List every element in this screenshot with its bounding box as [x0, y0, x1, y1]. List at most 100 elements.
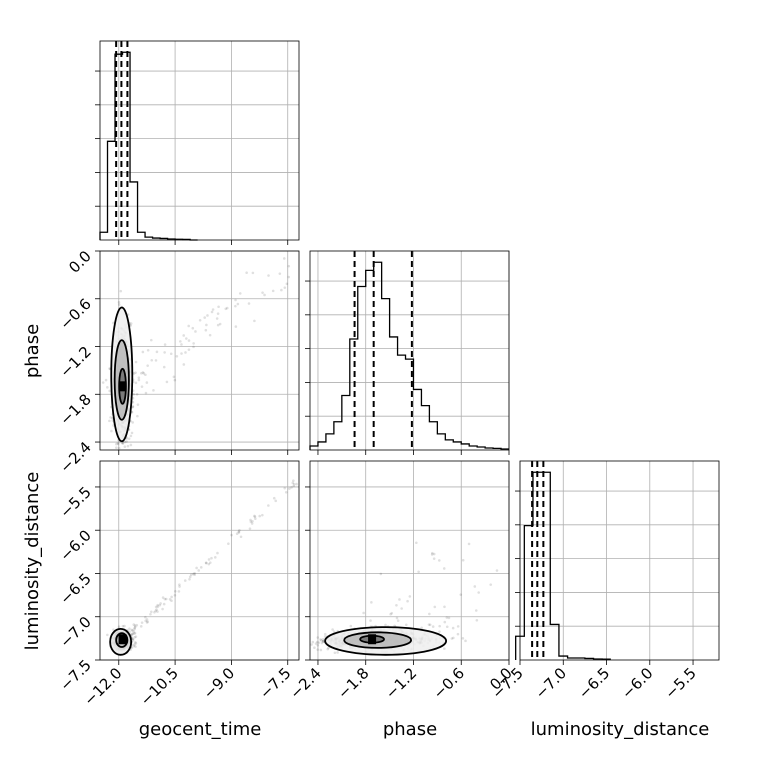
sample-point [145, 381, 149, 384]
sample-point [236, 302, 240, 306]
sample-point [210, 556, 213, 560]
sample-point [384, 623, 387, 627]
sample-point [130, 646, 134, 649]
sample-point [428, 612, 431, 616]
sample-point [461, 558, 465, 562]
sample-point [146, 364, 149, 367]
sample-point [447, 616, 451, 620]
sample-point [420, 626, 423, 630]
sample-point [132, 372, 136, 375]
sample-point [154, 609, 157, 613]
sample-point [184, 351, 187, 354]
sample-point [131, 421, 135, 424]
sample-point [126, 444, 130, 448]
sample-point [131, 632, 134, 636]
sample-point [119, 289, 123, 293]
sample-point [131, 638, 135, 642]
sample-point [489, 583, 493, 586]
sample-point [495, 569, 499, 572]
x-axis-label-phase: phase [383, 719, 437, 740]
sample-point [292, 484, 296, 488]
sample-point [154, 605, 158, 609]
sample-point [163, 597, 167, 601]
sample-point [136, 414, 139, 418]
sample-point [319, 648, 323, 652]
sample-point [234, 298, 237, 302]
sample-point [464, 639, 467, 643]
sample-point [218, 322, 222, 326]
sample-point [408, 595, 412, 598]
sample-point [230, 533, 233, 537]
sample-point [163, 351, 166, 354]
sample-point [188, 575, 192, 579]
y-axis-label-phase: phase [22, 324, 43, 378]
density-peak [118, 634, 127, 645]
sample-point [134, 642, 138, 645]
density-peak [118, 381, 127, 392]
sample-point [287, 264, 291, 268]
sample-point [179, 340, 182, 343]
sample-point [284, 491, 288, 494]
sample-point [445, 625, 449, 629]
sample-point [285, 282, 289, 286]
sample-point [443, 647, 446, 650]
sample-point [205, 561, 208, 565]
sample-point [428, 623, 432, 627]
sample-point [152, 389, 155, 392]
sample-point [197, 569, 201, 572]
sample-point [150, 338, 153, 342]
sample-point [106, 633, 109, 637]
sample-point [146, 620, 149, 623]
sample-point [165, 380, 169, 384]
sample-point [192, 572, 195, 576]
scatter-cloud-geocent_time-luminosity_distance [106, 479, 298, 655]
sample-point [406, 599, 409, 603]
sample-point [432, 557, 436, 560]
sample-point [235, 532, 239, 536]
y-tick-label: −2.4 [56, 438, 94, 476]
sample-point [261, 513, 264, 517]
sample-point [282, 257, 286, 260]
sample-point [238, 529, 241, 532]
sample-point [153, 610, 156, 614]
sample-point [323, 635, 327, 638]
contour-middle [343, 631, 412, 649]
sample-point [248, 527, 252, 530]
histogram-geocent_time [99, 51, 198, 241]
sample-point [109, 416, 112, 419]
sample-point [267, 274, 270, 277]
sample-point [134, 371, 137, 374]
x-axis-label-luminosity-distance: luminosity_distance [531, 719, 710, 740]
sample-point [129, 443, 133, 447]
x-tick-label: −9.0 [200, 664, 238, 702]
sample-point [145, 621, 149, 624]
sample-point [389, 612, 392, 616]
x-tick-label: −7.5 [256, 664, 294, 702]
sample-point [198, 318, 202, 322]
sample-point [319, 638, 322, 641]
sample-point [161, 596, 165, 599]
x-tick-label: −1.8 [334, 664, 372, 702]
sample-point [461, 637, 465, 640]
sample-point [144, 615, 147, 619]
sample-point [137, 378, 141, 382]
sample-point [253, 319, 256, 323]
sample-point [156, 605, 160, 608]
sample-point [146, 348, 150, 352]
sample-point [278, 272, 282, 275]
sample-point [316, 648, 320, 651]
sample-point [204, 328, 208, 332]
sample-point [254, 517, 257, 521]
sample-point [311, 640, 315, 644]
y-tick-label: −1.2 [56, 343, 94, 381]
sample-point [438, 630, 441, 633]
sample-point [404, 623, 408, 627]
sample-point [452, 636, 455, 640]
sample-point [317, 641, 321, 644]
sample-point [130, 633, 133, 637]
sample-point [117, 446, 121, 450]
sample-point [141, 350, 145, 354]
sample-point [206, 314, 209, 317]
sample-point [210, 310, 214, 314]
sample-point [131, 405, 135, 409]
